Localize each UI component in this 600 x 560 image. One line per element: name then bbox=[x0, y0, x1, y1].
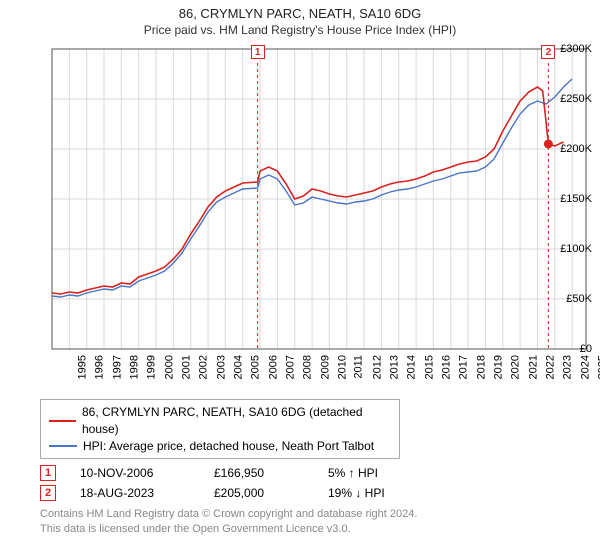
x-tick-label: 2014 bbox=[406, 355, 418, 379]
y-tick-label: £150K bbox=[552, 193, 592, 205]
x-tick-label: 2023 bbox=[562, 355, 574, 379]
footer-line-1: Contains HM Land Registry data © Crown c… bbox=[40, 507, 592, 522]
chart-footer: Contains HM Land Registry data © Crown c… bbox=[40, 507, 592, 537]
legend-label: 86, CRYMLYN PARC, NEATH, SA10 6DG (detac… bbox=[82, 404, 391, 438]
event-delta: 19% ↓ HPI bbox=[328, 486, 385, 500]
chart-legend: 86, CRYMLYN PARC, NEATH, SA10 6DG (detac… bbox=[40, 399, 400, 459]
x-tick-label: 2012 bbox=[371, 355, 383, 379]
y-tick-label: £0 bbox=[552, 343, 592, 355]
legend-label: HPI: Average price, detached house, Neat… bbox=[83, 438, 374, 455]
legend-swatch bbox=[49, 420, 76, 422]
x-tick-label: 2017 bbox=[458, 355, 470, 379]
x-tick-label: 2011 bbox=[353, 355, 365, 379]
x-tick-label: 2010 bbox=[337, 355, 349, 379]
legend-row: HPI: Average price, detached house, Neat… bbox=[49, 438, 391, 455]
event-price: £205,000 bbox=[214, 486, 304, 500]
chart-svg bbox=[8, 41, 592, 391]
x-tick-label: 1996 bbox=[94, 355, 106, 379]
x-tick-label: 1995 bbox=[76, 355, 88, 379]
x-tick-label: 1999 bbox=[146, 355, 158, 379]
event-num-box: 1 bbox=[40, 465, 56, 481]
x-tick-label: 1997 bbox=[111, 355, 123, 379]
x-tick-label: 2018 bbox=[475, 355, 487, 379]
x-tick-label: 1998 bbox=[128, 355, 140, 379]
event-row: 2 18-AUG-2023 £205,000 19% ↓ HPI bbox=[40, 485, 592, 501]
x-tick-label: 2000 bbox=[163, 355, 175, 379]
event-date: 18-AUG-2023 bbox=[80, 486, 190, 500]
event-marker-1: 1 bbox=[251, 45, 265, 59]
legend-swatch bbox=[49, 445, 77, 447]
y-tick-label: £300K bbox=[552, 43, 592, 55]
y-tick-label: £50K bbox=[552, 293, 592, 305]
chart-title-sub: Price paid vs. HM Land Registry's House … bbox=[8, 23, 592, 37]
x-tick-label: 2009 bbox=[319, 355, 331, 379]
event-row: 1 10-NOV-2006 £166,950 5% ↑ HPI bbox=[40, 465, 592, 481]
x-tick-label: 2003 bbox=[215, 355, 227, 379]
x-tick-label: 2021 bbox=[527, 355, 539, 379]
event-num-box: 2 bbox=[40, 485, 56, 501]
x-tick-label: 2013 bbox=[389, 355, 401, 379]
chart-title-address: 86, CRYMLYN PARC, NEATH, SA10 6DG bbox=[8, 6, 592, 21]
y-tick-label: £200K bbox=[552, 143, 592, 155]
legend-row: 86, CRYMLYN PARC, NEATH, SA10 6DG (detac… bbox=[49, 404, 391, 438]
x-tick-label: 2004 bbox=[233, 355, 245, 379]
x-tick-label: 2024 bbox=[579, 355, 591, 379]
x-tick-label: 2005 bbox=[250, 355, 262, 379]
price-chart: £0 £50K £100K £150K £200K £250K £300K 1995 1996… bbox=[8, 41, 592, 391]
x-tick-label: 2015 bbox=[423, 355, 435, 379]
event-delta: 5% ↑ HPI bbox=[328, 466, 378, 480]
x-tick-label: 2022 bbox=[545, 355, 557, 379]
y-tick-label: £250K bbox=[552, 93, 592, 105]
x-tick-label: 2025 bbox=[597, 355, 600, 379]
x-tick-label: 2008 bbox=[302, 355, 314, 379]
x-tick-label: 2007 bbox=[285, 355, 297, 379]
x-tick-label: 2001 bbox=[181, 355, 193, 379]
x-tick-label: 2006 bbox=[267, 355, 279, 379]
event-date: 10-NOV-2006 bbox=[80, 466, 190, 480]
y-tick-label: £100K bbox=[552, 243, 592, 255]
event-marker-2: 2 bbox=[541, 45, 555, 59]
x-tick-label: 2016 bbox=[441, 355, 453, 379]
x-tick-label: 2002 bbox=[198, 355, 210, 379]
event-price: £166,950 bbox=[214, 466, 304, 480]
x-tick-label: 2020 bbox=[510, 355, 522, 379]
footer-line-2: This data is licensed under the Open Gov… bbox=[40, 522, 592, 537]
x-tick-label: 2019 bbox=[493, 355, 505, 379]
